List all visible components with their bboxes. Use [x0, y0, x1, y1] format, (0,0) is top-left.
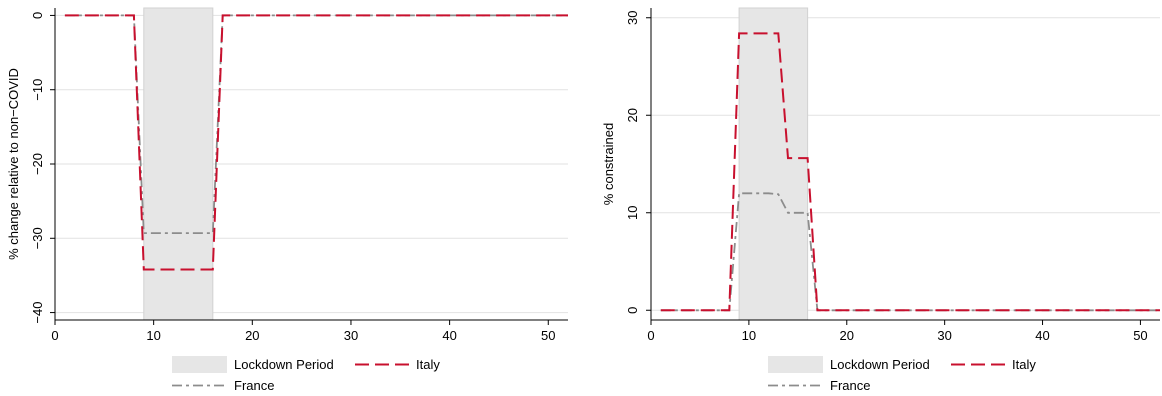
x-tick-label: 20: [840, 328, 854, 343]
x-tick-label: 30: [937, 328, 951, 343]
series-line-france: [64, 14, 568, 235]
y-tick-label: 0: [625, 307, 640, 314]
x-tick-label: 30: [344, 328, 358, 343]
lockdown-period-region: [143, 7, 214, 321]
x-tick-label: 50: [1133, 328, 1147, 343]
series-line-italy: [64, 14, 568, 271]
legend-label-france: France: [234, 378, 274, 393]
y-tick-label: −30: [30, 227, 45, 249]
y-tick-label: −10: [30, 79, 45, 101]
legend-swatch-lockdown: [172, 356, 227, 373]
x-tick-label: 10: [742, 328, 756, 343]
x-tick-label: 40: [442, 328, 456, 343]
x-tick-label: 10: [146, 328, 160, 343]
right-panel-constrained: 0 10 20 30 0 10 20 30 40 50 % constrained Lockdown …: [601, 7, 1160, 393]
x-tick-label: 40: [1035, 328, 1049, 343]
x-tick-label: 20: [245, 328, 259, 343]
y-axis-title: % change relative to non−COVID: [6, 68, 21, 260]
legend-label-lockdown: Lockdown Period: [234, 357, 334, 372]
left-panel-change-relative: 0 −10 −20 −30 −40 0 10 20 30 40 50 % change relativ…: [6, 7, 568, 393]
legend-label-italy: Italy: [1012, 357, 1036, 372]
y-tick-label: 10: [625, 206, 640, 220]
y-tick-label: −40: [30, 302, 45, 324]
legend-label-lockdown: Lockdown Period: [830, 357, 930, 372]
lockdown-period-region: [738, 7, 809, 321]
series-line-france: [660, 192, 1160, 312]
series-line-italy: [660, 32, 1160, 312]
y-axis-title: % constrained: [601, 123, 616, 205]
x-tick-label: 0: [647, 328, 654, 343]
y-tick-label: 20: [625, 108, 640, 122]
y-tick-label: −20: [30, 153, 45, 175]
y-tick-label: 30: [625, 11, 640, 25]
y-tick-label: 0: [30, 12, 45, 19]
legend-label-france: France: [830, 378, 870, 393]
legend-label-italy: Italy: [416, 357, 440, 372]
x-tick-label: 50: [541, 328, 555, 343]
x-tick-label: 0: [51, 328, 58, 343]
legend-swatch-lockdown: [768, 356, 823, 373]
